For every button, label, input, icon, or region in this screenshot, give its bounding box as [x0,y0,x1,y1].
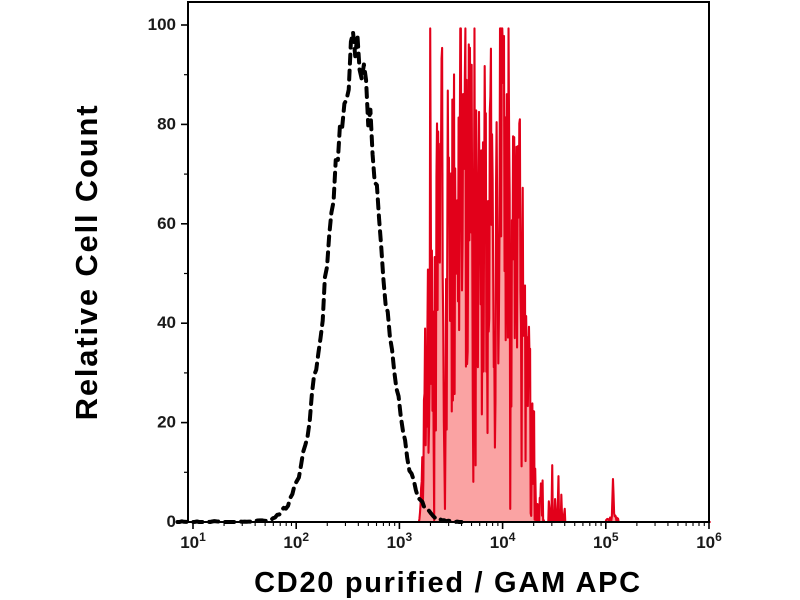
svg-text:100: 100 [148,15,176,34]
svg-text:80: 80 [157,114,176,133]
svg-text:CD20 purified / GAM APC: CD20 purified / GAM APC [254,567,642,599]
svg-text:Relative Cell Count: Relative Cell Count [69,104,104,421]
svg-text:40: 40 [157,313,176,332]
svg-text:0: 0 [167,512,176,531]
svg-text:20: 20 [157,413,176,432]
svg-text:60: 60 [157,214,176,233]
